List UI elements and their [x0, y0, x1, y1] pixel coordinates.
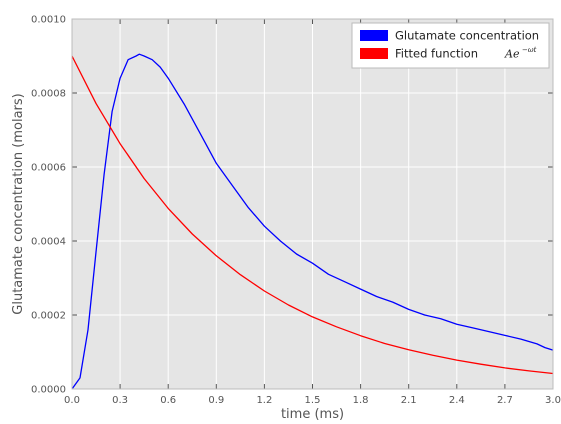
y-tick-label: 0.0006: [31, 163, 66, 174]
x-tick-label: 0.0: [64, 395, 80, 406]
x-tick-label: 2.7: [497, 395, 513, 406]
legend-swatch-glutamate: [360, 30, 388, 41]
x-tick-label: 1.2: [256, 395, 272, 406]
y-tick-labels: 0.0000 0.0002 0.0004 0.0006 0.0008 0.0010: [31, 15, 66, 396]
x-tick-label: 0.6: [160, 395, 176, 406]
y-axis-label: Glutamate concentration (molars): [11, 93, 26, 314]
legend-formula-exponent: −ωt: [522, 46, 537, 54]
x-tick-label: 1.5: [305, 395, 321, 406]
x-tick-label: 0.3: [112, 395, 128, 406]
x-tick-labels: 0.0 0.3 0.6 0.9 1.2 1.5 1.8 2.1 2.4 2.7 3.0: [64, 395, 561, 406]
y-tick-label: 0.0002: [31, 311, 66, 322]
x-axis-label: time (ms): [281, 407, 344, 422]
x-tick-label: 2.4: [449, 395, 465, 406]
legend-label-fitted: Fitted function: [395, 47, 478, 61]
x-tick-label: 3.0: [545, 395, 561, 406]
y-tick-label: 0.0004: [31, 237, 66, 248]
y-tick-label: 0.0008: [31, 89, 66, 100]
plot-frame: [71, 18, 554, 390]
y-tick-label: 0.0010: [31, 15, 66, 26]
legend-swatch-fitted: [360, 48, 388, 59]
x-tick-label: 1.8: [353, 395, 369, 406]
legend: Glutamate concentration Fitted function …: [351, 22, 550, 69]
y-tick-label: 0.0000: [31, 385, 66, 396]
glutamate-concentration-line: [71, 53, 554, 390]
x-tick-label: 2.1: [401, 395, 417, 406]
x-tick-label: 0.9: [208, 395, 224, 406]
legend-formula: Ae: [504, 48, 520, 61]
fitted-function-line: [71, 55, 554, 375]
series-lines: [71, 53, 554, 390]
legend-label-glutamate: Glutamate concentration: [395, 29, 539, 43]
